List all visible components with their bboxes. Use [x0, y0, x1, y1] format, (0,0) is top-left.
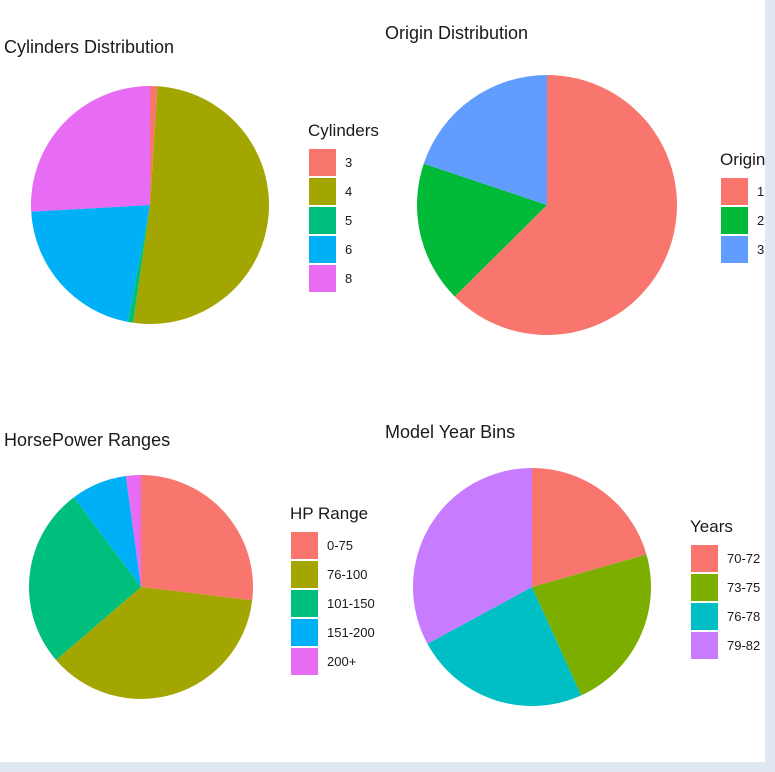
pie-slice-2 [417, 163, 547, 297]
legend-label: 2 [757, 213, 764, 228]
legend-key-8 [309, 265, 336, 292]
pie-slice-0-75 [141, 475, 253, 601]
legend-label: 4 [345, 184, 352, 199]
pie-slice-3 [423, 74, 547, 205]
legend-key-79-82 [691, 632, 718, 659]
legend-title: HP Range [290, 504, 368, 523]
legend: Cylinders 3 4 5 6 8 [308, 121, 379, 292]
pie-slice-73-75 [532, 554, 651, 696]
legend-title: Origin [720, 150, 765, 169]
legend-label: 79-82 [727, 638, 760, 653]
pie-slice-1 [454, 75, 678, 336]
pie-slice-151-200 [73, 476, 141, 587]
pie-chart-3: HorsePower Ranges HP Range 0-75 76-100 101-1… [4, 430, 375, 700]
pie-charts-grid: Cylinders Distribution Cylinders 3 4 5 6 8 Orig… [4, 23, 765, 706]
chart-title: Origin Distribution [385, 23, 528, 43]
legend-key-70-72 [691, 545, 718, 572]
legend-label: 70-72 [727, 551, 760, 566]
legend-label: 151-200 [327, 625, 375, 640]
legend-label: 1 [757, 184, 764, 199]
legend: Origin 1 2 3 [720, 150, 765, 263]
chart-title: Cylinders Distribution [4, 37, 174, 57]
legend-key-2 [721, 207, 748, 234]
legend-label: 6 [345, 242, 352, 257]
legend-key-6 [309, 236, 336, 263]
legend-key-151-200 [291, 619, 318, 646]
legend: HP Range 0-75 76-100 101-150 151-200 200+ [290, 504, 375, 675]
legend-key-3 [309, 149, 336, 176]
pie-slice-200+ [125, 475, 141, 587]
legend: Years 70-72 73-75 76-78 79-82 [690, 517, 760, 659]
legend-key-0-75 [291, 532, 318, 559]
legend-label: 200+ [327, 654, 356, 669]
pie-slice-70-72 [532, 468, 647, 587]
pie-slice-3 [150, 86, 158, 205]
pie-chart-1: Cylinders Distribution Cylinders 3 4 5 6 8 [4, 37, 379, 324]
legend-key-200+ [291, 648, 318, 675]
legend-title: Cylinders [308, 121, 379, 140]
legend-label: 0-75 [327, 538, 353, 553]
chart-title: Model Year Bins [385, 422, 515, 442]
legend-label: 73-75 [727, 580, 760, 595]
pie-chart-2: Origin Distribution Origin 1 2 3 [385, 23, 765, 336]
pie-slice-79-82 [413, 468, 532, 644]
legend-key-76-78 [691, 603, 718, 630]
pie-chart-4: Model Year Bins Years 70-72 73-75 76-78 79-82 [385, 422, 760, 706]
legend-key-5 [309, 207, 336, 234]
legend-key-101-150 [291, 590, 318, 617]
pie-slice-5 [127, 205, 150, 323]
legend-key-73-75 [691, 574, 718, 601]
legend-label: 3 [757, 242, 764, 257]
pie-slice-76-100 [56, 587, 253, 700]
legend-title: Years [690, 517, 733, 536]
pie-slice-101-150 [28, 497, 142, 660]
legend-key-1 [721, 178, 748, 205]
legend-key-3 [721, 236, 748, 263]
pie-slice-8 [31, 86, 150, 212]
pie-slice-4 [133, 86, 269, 324]
pie-slice-6 [31, 205, 150, 322]
legend-label: 76-100 [327, 567, 367, 582]
legend-label: 5 [345, 213, 352, 228]
pie-slice-76-78 [427, 587, 582, 706]
plot-panel: Cylinders Distribution Cylinders 3 4 5 6 8 Orig… [0, 0, 765, 762]
legend-label: 3 [345, 155, 352, 170]
chart-title: HorsePower Ranges [4, 430, 170, 450]
legend-key-4 [309, 178, 336, 205]
legend-label: 76-78 [727, 609, 760, 624]
legend-key-76-100 [291, 561, 318, 588]
legend-label: 101-150 [327, 596, 375, 611]
legend-label: 8 [345, 271, 352, 286]
